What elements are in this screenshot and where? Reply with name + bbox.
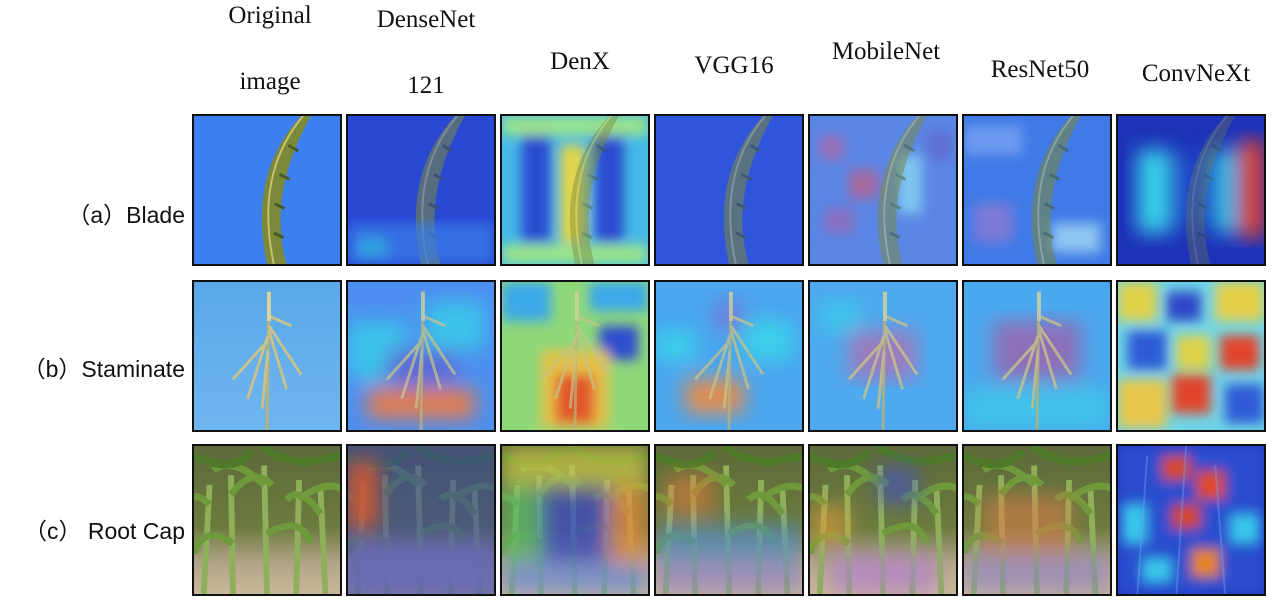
tile-rootcap-denx <box>500 444 650 596</box>
tile-blade-denx <box>500 114 650 266</box>
tile-blade-mobilenet <box>808 114 958 266</box>
row-label-blade: （a）Blade <box>67 202 185 228</box>
tile-blade-resnet50 <box>962 114 1112 266</box>
tile-staminate-original <box>192 280 342 432</box>
header-line2: image <box>239 68 301 95</box>
tile-staminate-mobilenet <box>808 280 958 432</box>
header-line1: ConvNeXt <box>1141 60 1251 87</box>
tile-rootcap-vgg16 <box>654 444 804 596</box>
tile-rootcap-mobilenet <box>808 444 958 596</box>
header-line1: MobileNet <box>831 38 941 65</box>
column-header-original: Original image <box>194 0 346 110</box>
tile-blade-convnext <box>1116 114 1266 266</box>
column-header-densenet: DenseNet 121 <box>350 0 502 110</box>
header-line1: DenX <box>550 48 610 75</box>
header-line1: Original <box>228 2 312 29</box>
tile-blade-vgg16 <box>654 114 804 266</box>
row-label-root-cap: （c） Root Cap <box>23 518 185 544</box>
tile-rootcap-convnext <box>1116 444 1266 596</box>
tile-staminate-convnext <box>1116 280 1266 432</box>
row-label-staminate: （b）Staminate <box>22 356 185 382</box>
tile-rootcap-resnet50 <box>962 444 1112 596</box>
tile-blade-original <box>192 114 342 266</box>
column-header-mobilenet: MobileNet <box>810 0 962 110</box>
tile-staminate-vgg16 <box>654 280 804 432</box>
header-line2: 121 <box>407 72 445 99</box>
column-header-denx: DenX <box>504 0 656 110</box>
tile-rootcap-densenet121 <box>346 444 496 596</box>
column-header-resnet50: ResNet50 <box>964 0 1116 110</box>
tile-staminate-densenet121 <box>346 280 496 432</box>
column-header-convnext: ConvNeXt <box>1120 0 1272 110</box>
header-line1: ResNet50 <box>990 56 1090 83</box>
column-header-vgg16: VGG16 <box>658 0 810 110</box>
tile-blade-densenet121 <box>346 114 496 266</box>
tile-rootcap-original <box>192 444 342 596</box>
header-line1: VGG16 <box>694 52 774 79</box>
tile-staminate-denx <box>500 280 650 432</box>
header-line1: DenseNet <box>376 6 476 33</box>
tile-staminate-resnet50 <box>962 280 1112 432</box>
